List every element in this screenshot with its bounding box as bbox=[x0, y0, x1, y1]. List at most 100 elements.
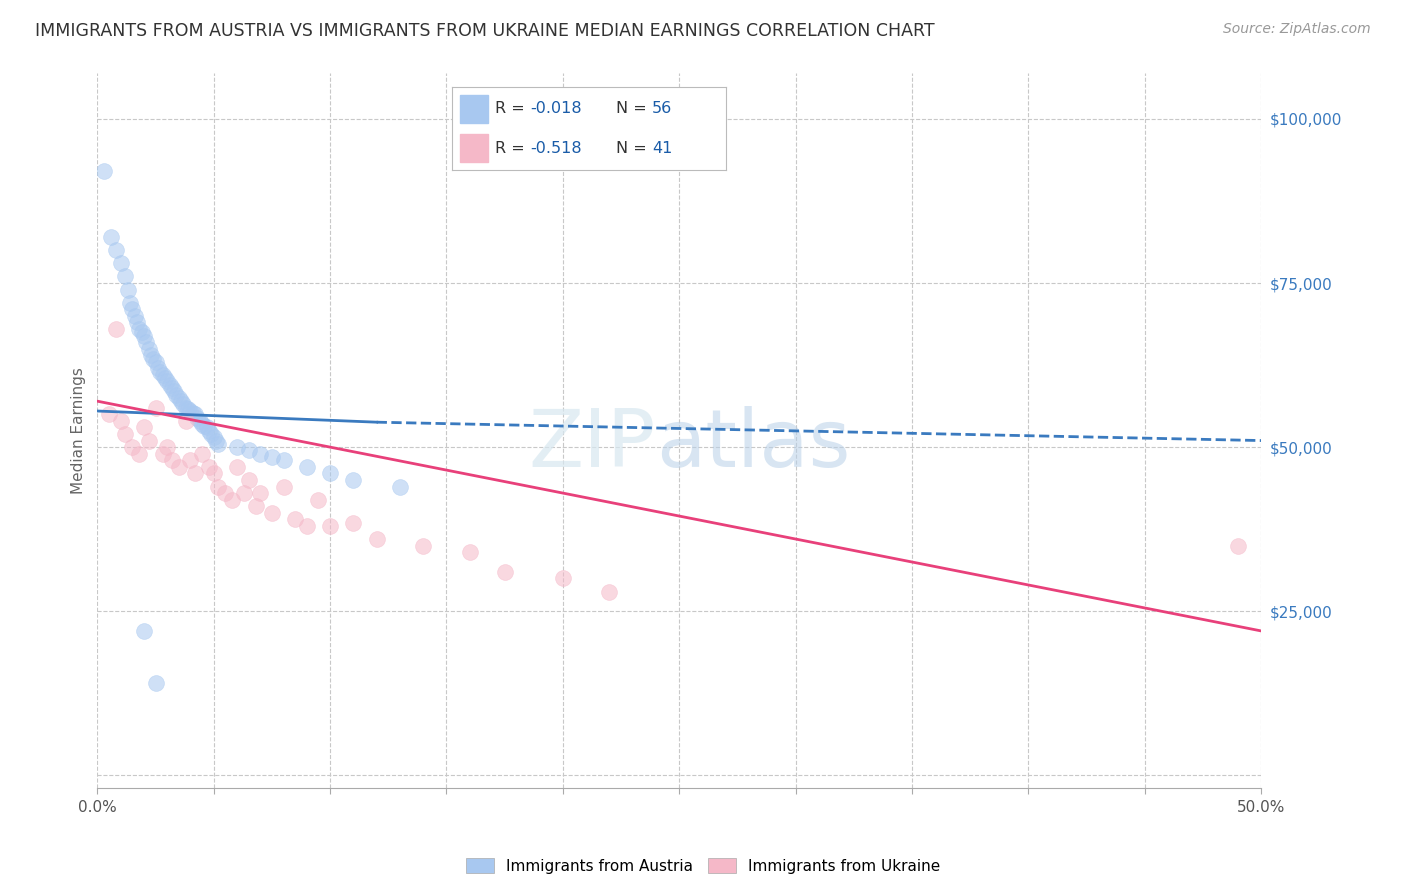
Point bbox=[191, 447, 214, 461]
Point bbox=[124, 309, 146, 323]
Point bbox=[245, 499, 267, 513]
Point bbox=[152, 447, 174, 461]
Text: Source: ZipAtlas.com: Source: ZipAtlas.com bbox=[1223, 22, 1371, 37]
Text: ZIP: ZIP bbox=[529, 406, 657, 484]
Point bbox=[207, 437, 229, 451]
Point bbox=[159, 377, 181, 392]
Point bbox=[146, 361, 169, 376]
Point bbox=[198, 424, 221, 438]
Point bbox=[295, 459, 318, 474]
Point bbox=[193, 419, 215, 434]
Point bbox=[551, 571, 574, 585]
Point bbox=[174, 414, 197, 428]
Point bbox=[238, 473, 260, 487]
Point bbox=[93, 164, 115, 178]
Text: atlas: atlas bbox=[657, 406, 851, 484]
Point bbox=[138, 342, 160, 356]
Point bbox=[195, 420, 218, 434]
Point bbox=[226, 459, 249, 474]
Point bbox=[184, 467, 207, 481]
Point bbox=[249, 447, 271, 461]
Point bbox=[179, 453, 201, 467]
Point bbox=[198, 459, 221, 474]
Point bbox=[163, 384, 186, 399]
Point bbox=[179, 404, 201, 418]
Point bbox=[205, 434, 228, 448]
Point bbox=[191, 417, 214, 432]
Point bbox=[145, 401, 167, 415]
Point bbox=[295, 519, 318, 533]
Point bbox=[184, 407, 207, 421]
Point bbox=[160, 453, 183, 467]
Point bbox=[260, 450, 283, 464]
Point bbox=[128, 322, 150, 336]
Point bbox=[174, 401, 197, 415]
Point bbox=[132, 328, 155, 343]
Point bbox=[342, 516, 364, 530]
Point bbox=[145, 355, 167, 369]
Point bbox=[139, 348, 162, 362]
Point bbox=[319, 467, 342, 481]
Point bbox=[458, 545, 481, 559]
Point bbox=[135, 335, 157, 350]
Y-axis label: Median Earnings: Median Earnings bbox=[72, 368, 86, 494]
Point bbox=[249, 486, 271, 500]
Point bbox=[319, 519, 342, 533]
Point bbox=[153, 371, 176, 385]
Point bbox=[342, 473, 364, 487]
Point bbox=[138, 434, 160, 448]
Point bbox=[412, 539, 434, 553]
Point bbox=[226, 440, 249, 454]
Point bbox=[273, 453, 295, 467]
Point bbox=[118, 295, 141, 310]
Point bbox=[132, 624, 155, 638]
Point bbox=[100, 230, 122, 244]
Point bbox=[104, 322, 127, 336]
Point bbox=[114, 427, 136, 442]
Point bbox=[186, 410, 208, 425]
Point bbox=[181, 406, 204, 420]
Point bbox=[273, 479, 295, 493]
Point bbox=[494, 565, 516, 579]
Point bbox=[167, 391, 190, 405]
Point bbox=[145, 676, 167, 690]
Point bbox=[170, 394, 193, 409]
Point bbox=[98, 407, 121, 421]
Point bbox=[188, 414, 211, 428]
Point bbox=[131, 325, 153, 339]
Point bbox=[166, 387, 188, 401]
Point bbox=[172, 397, 194, 411]
Point bbox=[1226, 539, 1249, 553]
Point bbox=[121, 440, 143, 454]
Point bbox=[125, 315, 148, 329]
Point bbox=[200, 427, 222, 442]
Point bbox=[202, 467, 225, 481]
Point bbox=[238, 443, 260, 458]
Point bbox=[142, 351, 165, 366]
Point bbox=[121, 302, 143, 317]
Legend: Immigrants from Austria, Immigrants from Ukraine: Immigrants from Austria, Immigrants from… bbox=[460, 852, 946, 880]
Point bbox=[117, 283, 139, 297]
Point bbox=[156, 375, 179, 389]
Point bbox=[110, 414, 132, 428]
Point bbox=[202, 430, 225, 444]
Point bbox=[214, 486, 236, 500]
Point bbox=[152, 368, 174, 382]
Point bbox=[132, 420, 155, 434]
Point bbox=[110, 256, 132, 270]
Point bbox=[104, 244, 127, 258]
Point bbox=[388, 479, 411, 493]
Point bbox=[284, 512, 307, 526]
Point bbox=[260, 506, 283, 520]
Point bbox=[128, 447, 150, 461]
Point bbox=[114, 269, 136, 284]
Point bbox=[149, 365, 172, 379]
Point bbox=[177, 402, 200, 417]
Point bbox=[160, 381, 183, 395]
Point bbox=[221, 492, 243, 507]
Point bbox=[167, 459, 190, 474]
Point bbox=[366, 532, 388, 546]
Point bbox=[598, 584, 620, 599]
Point bbox=[156, 440, 179, 454]
Point bbox=[207, 479, 229, 493]
